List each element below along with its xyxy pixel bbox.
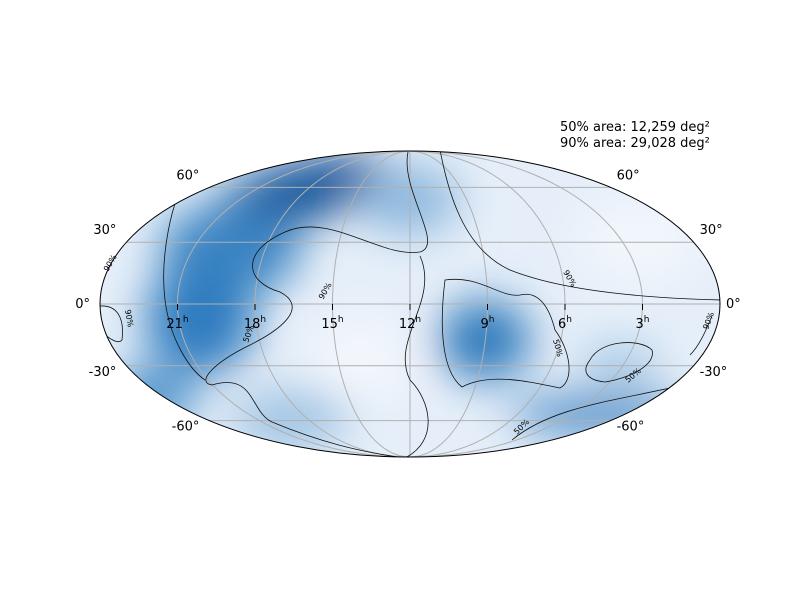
ra-unit: h: [566, 315, 572, 325]
lat-label: 30°: [700, 223, 723, 238]
ra-unit: h: [338, 315, 344, 325]
contour-90: [439, 151, 720, 301]
contour-50: [585, 342, 653, 383]
lat-label: -30°: [89, 365, 117, 380]
lat-label: 60°: [176, 168, 199, 183]
ra-hour: 9: [481, 317, 489, 332]
ra-unit: h: [415, 315, 421, 325]
lat-label: 30°: [93, 223, 116, 238]
lat-label: 0°: [726, 297, 741, 312]
ra-label: 18h: [244, 315, 266, 332]
map-frame: [99, 150, 721, 458]
lat-label: 0°: [75, 297, 90, 312]
contour-90: [689, 315, 713, 356]
ra-unit: h: [260, 315, 266, 325]
ra-label: 6h: [558, 315, 572, 332]
ra-label: 21h: [166, 315, 188, 332]
ra-label: 3h: [636, 315, 650, 332]
lat-label: 60°: [617, 168, 640, 183]
contour-50: [441, 278, 570, 389]
contours: [100, 151, 720, 457]
ra-hour: 21: [166, 317, 183, 332]
ra-label: 15h: [321, 315, 343, 332]
ra-label: 12h: [399, 315, 421, 332]
lat-label: -60°: [172, 420, 200, 435]
area-annotation: 90% area: 29,028 deg²: [560, 136, 710, 151]
area-annotation: 50% area: 12,259 deg²: [560, 120, 710, 135]
ra-hour: 18: [244, 317, 261, 332]
ra-unit: h: [644, 315, 650, 325]
contour-50: [205, 151, 429, 457]
lat-label: -60°: [617, 420, 645, 435]
ra-hour: 6: [558, 317, 566, 332]
ra-hour: 15: [321, 317, 338, 332]
ra-label: 9h: [481, 315, 495, 332]
ra-unit: h: [489, 315, 495, 325]
contour-label: 90%: [123, 309, 135, 328]
ra-unit: h: [183, 315, 189, 325]
ra-hour: 12: [399, 317, 416, 332]
ra-hour: 3: [636, 317, 644, 332]
lat-label: -30°: [700, 365, 728, 380]
